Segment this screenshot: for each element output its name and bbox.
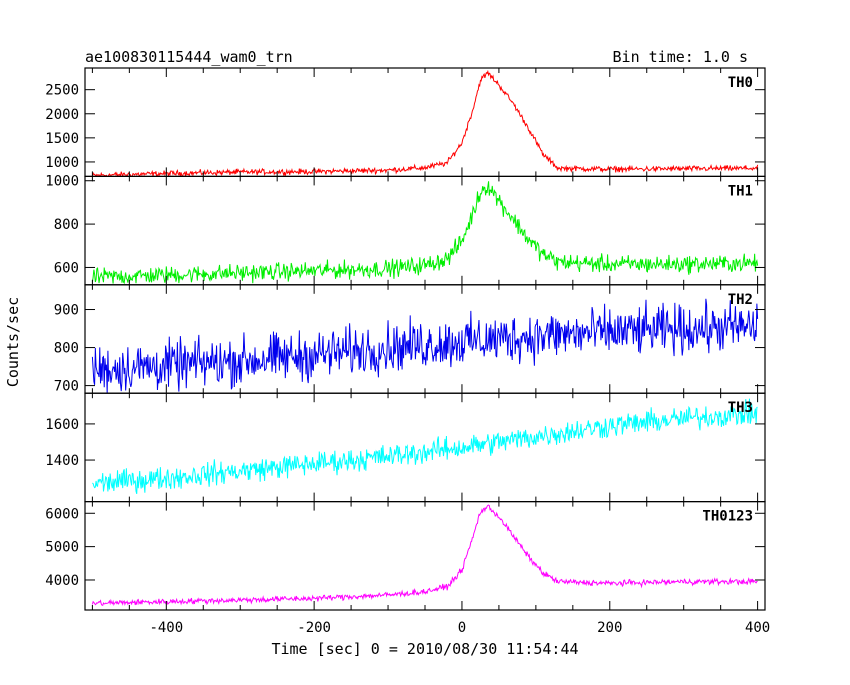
panel-frame — [84, 67, 766, 178]
series-line-th0123 — [91, 504, 758, 607]
x-tick-label: 200 — [597, 620, 622, 636]
y-tick-label: 5000 — [45, 540, 79, 556]
y-tick-label: 800 — [54, 217, 79, 233]
y-tick-label: 1400 — [45, 453, 79, 469]
x-tick-label: -400 — [149, 620, 183, 636]
series-label-th0123: TH0123 — [702, 509, 753, 525]
panel-th2: 700 800 900 TH2 — [54, 284, 766, 395]
y-tick-label: 1500 — [45, 131, 79, 147]
x-axis-label: Time [sec] 0 = 2010/08/30 11:54:44 — [271, 640, 578, 658]
chart-title-right: Bin time: 1.0 s — [613, 48, 748, 66]
x-tick-label: 400 — [745, 620, 770, 636]
panel-th1: 600 800 1000 TH1 — [45, 174, 766, 286]
series-line-th1 — [91, 181, 759, 285]
panel-th0123: 4000 5000 6000 TH0123 — [45, 501, 766, 611]
y-tick-label: 600 — [54, 260, 79, 276]
series-line-th0 — [91, 69, 759, 177]
panel-th0: 1000 1500 2000 2500 TH0 — [45, 67, 766, 178]
y-tick-label: 1000 — [45, 174, 79, 190]
series-label-th0: TH0 — [728, 75, 753, 91]
y-tick-label: 1000 — [45, 155, 79, 171]
series-label-th1: TH1 — [728, 183, 753, 199]
series-label-th3: TH3 — [728, 400, 753, 416]
y-tick-label: 1600 — [45, 417, 79, 433]
panel-th3: 1400 1600 TH3 — [45, 392, 766, 503]
panel-frame — [84, 392, 766, 503]
y-tick-label: 4000 — [45, 573, 79, 589]
y-tick-label: 6000 — [45, 506, 79, 522]
y-tick-label: 2000 — [45, 107, 79, 123]
y-tick-label: 2500 — [45, 83, 79, 99]
panel-frame — [84, 501, 766, 611]
y-axis-label: Counts/sec — [4, 297, 22, 387]
chart-title-left: ae100830115444_wam0_trn — [85, 48, 293, 66]
y-tick-label: 800 — [54, 341, 79, 357]
series-line-th2 — [91, 298, 759, 394]
y-tick-label: 700 — [54, 379, 79, 395]
series-line-th3 — [92, 398, 758, 494]
series-label-th2: TH2 — [728, 292, 753, 308]
x-tick-label: -200 — [297, 620, 331, 636]
x-tick-label: 0 — [458, 620, 466, 636]
y-tick-label: 900 — [54, 303, 79, 319]
